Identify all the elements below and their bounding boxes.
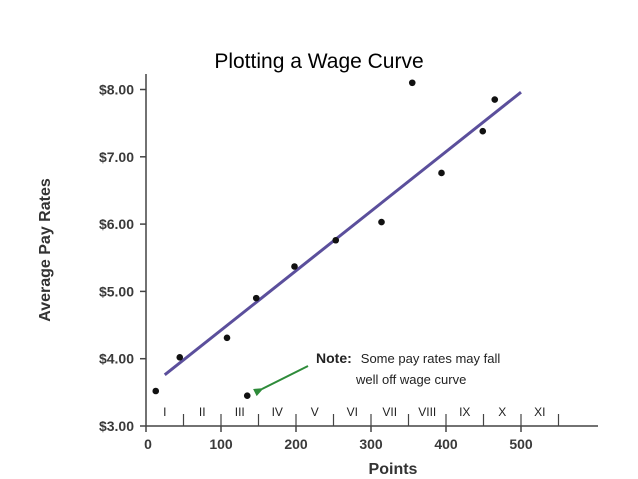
outlier-data-point [243, 392, 251, 400]
data-point [332, 236, 340, 244]
data-point [491, 96, 499, 103]
note-line-1: Some pay rates may fall [361, 351, 501, 366]
grade-label: IV [272, 405, 283, 419]
x-tick-label: 200 [284, 436, 308, 452]
data-points [152, 79, 499, 400]
data-point [252, 294, 260, 302]
grade-label: V [311, 405, 319, 419]
y-tick-label: $5.00 [99, 283, 134, 299]
data-point [378, 218, 385, 226]
data-point [176, 354, 184, 361]
y-tick-label: $8.00 [99, 82, 134, 98]
grade-label: XI [534, 405, 545, 419]
note-annotation: Note: Some pay rates may fall [316, 350, 500, 367]
y-tick-label: $4.00 [99, 351, 134, 367]
wage-curve-trend-line [163, 91, 522, 377]
note-line-2: well off wage curve [355, 372, 466, 387]
y-tick-label: $6.00 [99, 216, 134, 232]
grade-label: VII [382, 405, 397, 419]
grade-label: VIII [418, 405, 436, 419]
data-point [479, 127, 487, 135]
x-tick-label: 100 [209, 436, 233, 452]
x-tick-label: 500 [509, 436, 533, 452]
y-tick-label: $3.00 [99, 418, 134, 434]
y-ticks: $3.00 $4.00 $5.00 $6.00 $7.00 $8.00 [99, 82, 146, 434]
data-point [152, 387, 160, 395]
grade-label: III [235, 405, 245, 419]
data-point [438, 169, 445, 177]
x-tick-label: 0 [144, 436, 152, 452]
x-tick-label: 300 [359, 436, 383, 452]
grade-label: I [163, 405, 166, 419]
note-arrow [253, 365, 309, 397]
y-axis-label: Average Pay Rates [37, 178, 54, 322]
grade-label: II [199, 405, 206, 419]
x-tick-label: 400 [434, 436, 458, 452]
grade-label: X [498, 405, 506, 419]
x-axis-label: Points [369, 461, 418, 478]
grade-label: IX [459, 405, 470, 419]
chart-title: Plotting a Wage Curve [214, 50, 423, 73]
grade-label: VI [347, 405, 358, 419]
data-point [223, 334, 231, 342]
data-point [408, 79, 416, 87]
y-tick-label: $7.00 [99, 149, 134, 165]
pay-grade-labels: I II III IV V VI VII VIII IX X XI [163, 405, 560, 426]
note-label: Note: [316, 350, 352, 366]
data-point [291, 263, 298, 270]
x-ticks: 0 100 200 300 400 500 [144, 426, 533, 452]
